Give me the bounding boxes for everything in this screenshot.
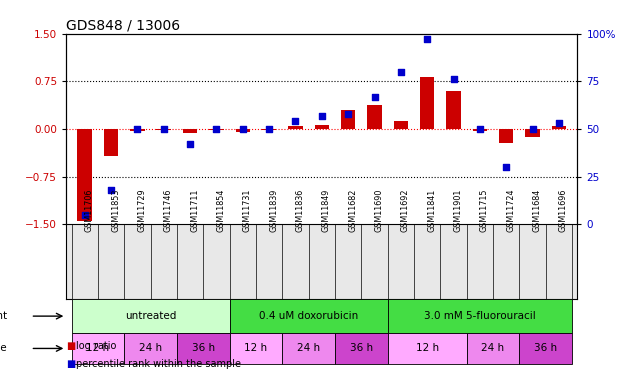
Bar xyxy=(130,129,144,131)
Point xyxy=(264,126,274,132)
Bar xyxy=(71,333,124,364)
Bar xyxy=(230,333,282,364)
Point xyxy=(370,94,380,100)
Text: GSM11711: GSM11711 xyxy=(190,188,199,232)
Bar xyxy=(282,333,335,364)
Bar xyxy=(473,129,487,131)
Text: 24 h: 24 h xyxy=(481,344,505,354)
Text: agent: agent xyxy=(0,311,8,321)
Bar xyxy=(499,129,514,143)
Point xyxy=(528,126,538,132)
Point xyxy=(317,112,327,118)
Bar xyxy=(394,121,408,129)
Text: 0.4 uM doxorubicin: 0.4 uM doxorubicin xyxy=(259,311,358,321)
Text: 12 h: 12 h xyxy=(416,344,439,354)
Bar xyxy=(78,129,92,221)
Point xyxy=(80,212,90,218)
Bar xyxy=(367,105,382,129)
Point xyxy=(106,187,116,193)
Text: GSM11692: GSM11692 xyxy=(401,188,410,232)
Bar xyxy=(262,129,276,130)
Text: 24 h: 24 h xyxy=(139,344,162,354)
Text: GSM11684: GSM11684 xyxy=(533,189,541,232)
Bar xyxy=(177,333,230,364)
Text: 36 h: 36 h xyxy=(192,344,215,354)
Text: GDS848 / 13006: GDS848 / 13006 xyxy=(66,19,180,33)
Text: GSM11682: GSM11682 xyxy=(348,188,357,232)
Text: GSM11746: GSM11746 xyxy=(163,188,173,232)
Point xyxy=(501,164,511,170)
Text: GSM11724: GSM11724 xyxy=(506,188,516,232)
Text: time: time xyxy=(0,344,8,354)
Text: 36 h: 36 h xyxy=(534,344,557,354)
Bar xyxy=(156,129,171,130)
Bar xyxy=(124,333,177,364)
Point xyxy=(475,126,485,132)
Point xyxy=(554,120,564,126)
Bar xyxy=(103,129,118,156)
Point xyxy=(185,141,195,147)
Bar xyxy=(71,299,230,333)
Bar xyxy=(420,77,434,129)
Text: 36 h: 36 h xyxy=(350,344,373,354)
Bar xyxy=(519,333,572,364)
Bar xyxy=(551,126,566,129)
Text: GSM11901: GSM11901 xyxy=(454,188,463,232)
Point xyxy=(290,118,300,124)
Bar xyxy=(315,124,329,129)
Text: percentile rank within the sample: percentile rank within the sample xyxy=(76,359,240,369)
Bar xyxy=(341,110,355,129)
Bar xyxy=(467,333,519,364)
Point xyxy=(449,76,459,82)
Text: GSM11696: GSM11696 xyxy=(559,188,568,232)
Point xyxy=(211,126,221,132)
Text: 12 h: 12 h xyxy=(244,344,268,354)
Bar xyxy=(387,299,572,333)
Point xyxy=(133,126,143,132)
Bar xyxy=(335,333,387,364)
Point xyxy=(422,36,432,42)
Text: log ratio: log ratio xyxy=(76,340,116,351)
Text: GSM11841: GSM11841 xyxy=(427,189,436,232)
Text: GSM11853: GSM11853 xyxy=(111,188,120,232)
Text: GSM11690: GSM11690 xyxy=(375,188,384,232)
Text: untreated: untreated xyxy=(125,311,176,321)
Text: GSM11836: GSM11836 xyxy=(295,189,305,232)
Point xyxy=(396,69,406,75)
Bar xyxy=(446,91,461,129)
Text: GSM11729: GSM11729 xyxy=(138,188,146,232)
Point xyxy=(158,126,168,132)
Bar xyxy=(183,129,198,134)
Bar xyxy=(230,299,387,333)
Bar xyxy=(526,129,540,136)
Point xyxy=(343,111,353,117)
Text: ■: ■ xyxy=(66,341,76,351)
Bar xyxy=(288,126,303,129)
Text: GSM11849: GSM11849 xyxy=(322,188,331,232)
Text: ■: ■ xyxy=(66,360,76,369)
Bar xyxy=(209,129,223,130)
Text: 12 h: 12 h xyxy=(86,344,109,354)
Text: GSM11715: GSM11715 xyxy=(480,188,489,232)
Bar xyxy=(235,129,250,132)
Text: 3.0 mM 5-fluorouracil: 3.0 mM 5-fluorouracil xyxy=(424,311,536,321)
Text: GSM11706: GSM11706 xyxy=(85,188,93,232)
Text: 24 h: 24 h xyxy=(297,344,320,354)
Point xyxy=(238,126,248,132)
Text: GSM11731: GSM11731 xyxy=(243,188,252,232)
Text: GSM11854: GSM11854 xyxy=(216,188,225,232)
Bar xyxy=(387,333,467,364)
Text: GSM11839: GSM11839 xyxy=(269,188,278,232)
